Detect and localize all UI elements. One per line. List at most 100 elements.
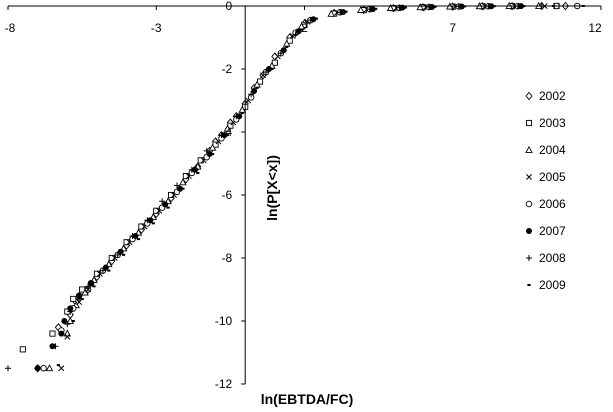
data-point-2007 [117, 248, 124, 255]
data-point-2009 [299, 28, 304, 31]
data-point-2007 [162, 201, 169, 208]
y-axis-title: ln(P[X<x]) [264, 155, 280, 221]
x-tick-label: 2 [301, 21, 308, 35]
legend: 2002 2003 2004 2005 2006 2007 2008 2009 [525, 89, 566, 292]
legend-label-2002: 2002 [539, 89, 566, 103]
y-tick-label: -2 [222, 62, 233, 76]
data-point-2006 [40, 365, 47, 372]
legend-marker-2002 [525, 91, 533, 101]
axes [7, 5, 602, 385]
data-point-2007 [34, 365, 41, 372]
data-point-2007 [76, 292, 83, 299]
x-tick-label: 12 [588, 21, 602, 35]
data-points [5, 1, 585, 373]
x-tick-label: -8 [5, 21, 16, 35]
legend-marker-2004 [525, 145, 533, 153]
tick-labels: -8 -3 2 7 12 0 -2 -4 -6 -8 -10 -12 [5, 0, 602, 391]
data-point-2008 [85, 283, 92, 290]
data-point-2005 [85, 286, 92, 293]
data-point-2007 [67, 305, 74, 312]
data-point-2008 [188, 166, 195, 173]
data-point-2009 [56, 364, 61, 367]
data-point-2008 [159, 198, 166, 205]
data-point-2008 [99, 267, 106, 274]
data-point-2003 [70, 295, 77, 303]
data-point-2004 [357, 5, 365, 13]
data-point-2009 [255, 86, 259, 89]
data-point-2009 [240, 112, 244, 115]
data-point-2005 [64, 333, 71, 340]
legend-label-2003: 2003 [539, 116, 566, 130]
data-point-2009 [285, 45, 289, 48]
data-point-2008 [262, 69, 269, 76]
data-point-2009 [403, 6, 407, 9]
data-point-2009 [166, 206, 170, 209]
legend-marker-2005 [526, 174, 532, 180]
data-point-2007 [58, 330, 65, 337]
x-tick-label: -3 [151, 21, 162, 35]
data-point-2007 [88, 280, 95, 287]
legend-label-2007: 2007 [539, 224, 566, 238]
data-point-2008 [233, 113, 240, 120]
data-point-2004 [179, 178, 187, 186]
data-point-2004 [223, 124, 232, 132]
legend-marker-2006 [525, 200, 533, 208]
data-point-2008 [67, 308, 74, 315]
data-point-2009 [270, 68, 274, 70]
legend-label-2006: 2006 [539, 197, 566, 211]
data-point-2008 [426, 3, 433, 10]
legend-marker-2003 [525, 119, 533, 127]
data-point-2008 [337, 9, 344, 16]
data-point-2009 [151, 222, 155, 225]
data-point-2008 [203, 147, 210, 154]
data-point-2007 [176, 185, 183, 192]
data-point-2008 [5, 365, 11, 372]
data-point-2007 [102, 264, 109, 271]
data-point-2007 [265, 66, 272, 72]
legend-label-2008: 2008 [539, 251, 566, 265]
data-point-2008 [64, 321, 71, 328]
data-point-2008 [292, 31, 299, 38]
data-point-2009 [181, 187, 185, 190]
data-point-2008 [114, 251, 121, 258]
series-2005 [58, 3, 548, 372]
data-point-2009 [196, 171, 200, 174]
y-tick-label: 0 [226, 0, 233, 13]
legend-label-2005: 2005 [539, 170, 566, 184]
data-point-2009 [374, 7, 378, 10]
legend-marker-2008 [526, 255, 532, 261]
data-point-2008 [52, 343, 59, 350]
data-point-2007 [280, 47, 287, 54]
data-point-2009 [433, 5, 437, 8]
data-point-2008 [277, 50, 284, 57]
data-point-2004 [81, 288, 89, 296]
data-point-2007 [206, 151, 213, 158]
y-tick-label: -4 [222, 125, 233, 139]
data-point-2005 [58, 365, 65, 372]
y-tick-label: -10 [215, 314, 233, 328]
y-tick-label: -12 [215, 377, 233, 391]
data-point-2008 [218, 132, 225, 139]
x-axis-title: ln(EBTDA/FC) [261, 391, 354, 407]
data-point-2009 [71, 320, 75, 322]
data-point-2009 [225, 134, 230, 137]
data-point-2009 [344, 10, 348, 13]
data-point-2003 [19, 346, 26, 353]
legend-label-2009: 2009 [539, 278, 566, 292]
data-point-2004 [327, 9, 335, 17]
x-tick-label: 7 [449, 21, 456, 35]
legend-marker-2007 [526, 228, 532, 234]
data-point-2008 [129, 232, 136, 239]
legend-marker-2009 [527, 284, 531, 286]
data-point-2009 [210, 153, 215, 156]
data-point-2008 [307, 17, 314, 24]
data-point-2009 [107, 269, 111, 272]
data-point-2004 [416, 3, 424, 11]
data-point-2003 [49, 330, 56, 337]
data-point-2009 [122, 253, 126, 256]
y-tick-label: -8 [222, 251, 233, 265]
data-point-2004 [386, 4, 395, 12]
data-point-2009 [136, 238, 141, 241]
